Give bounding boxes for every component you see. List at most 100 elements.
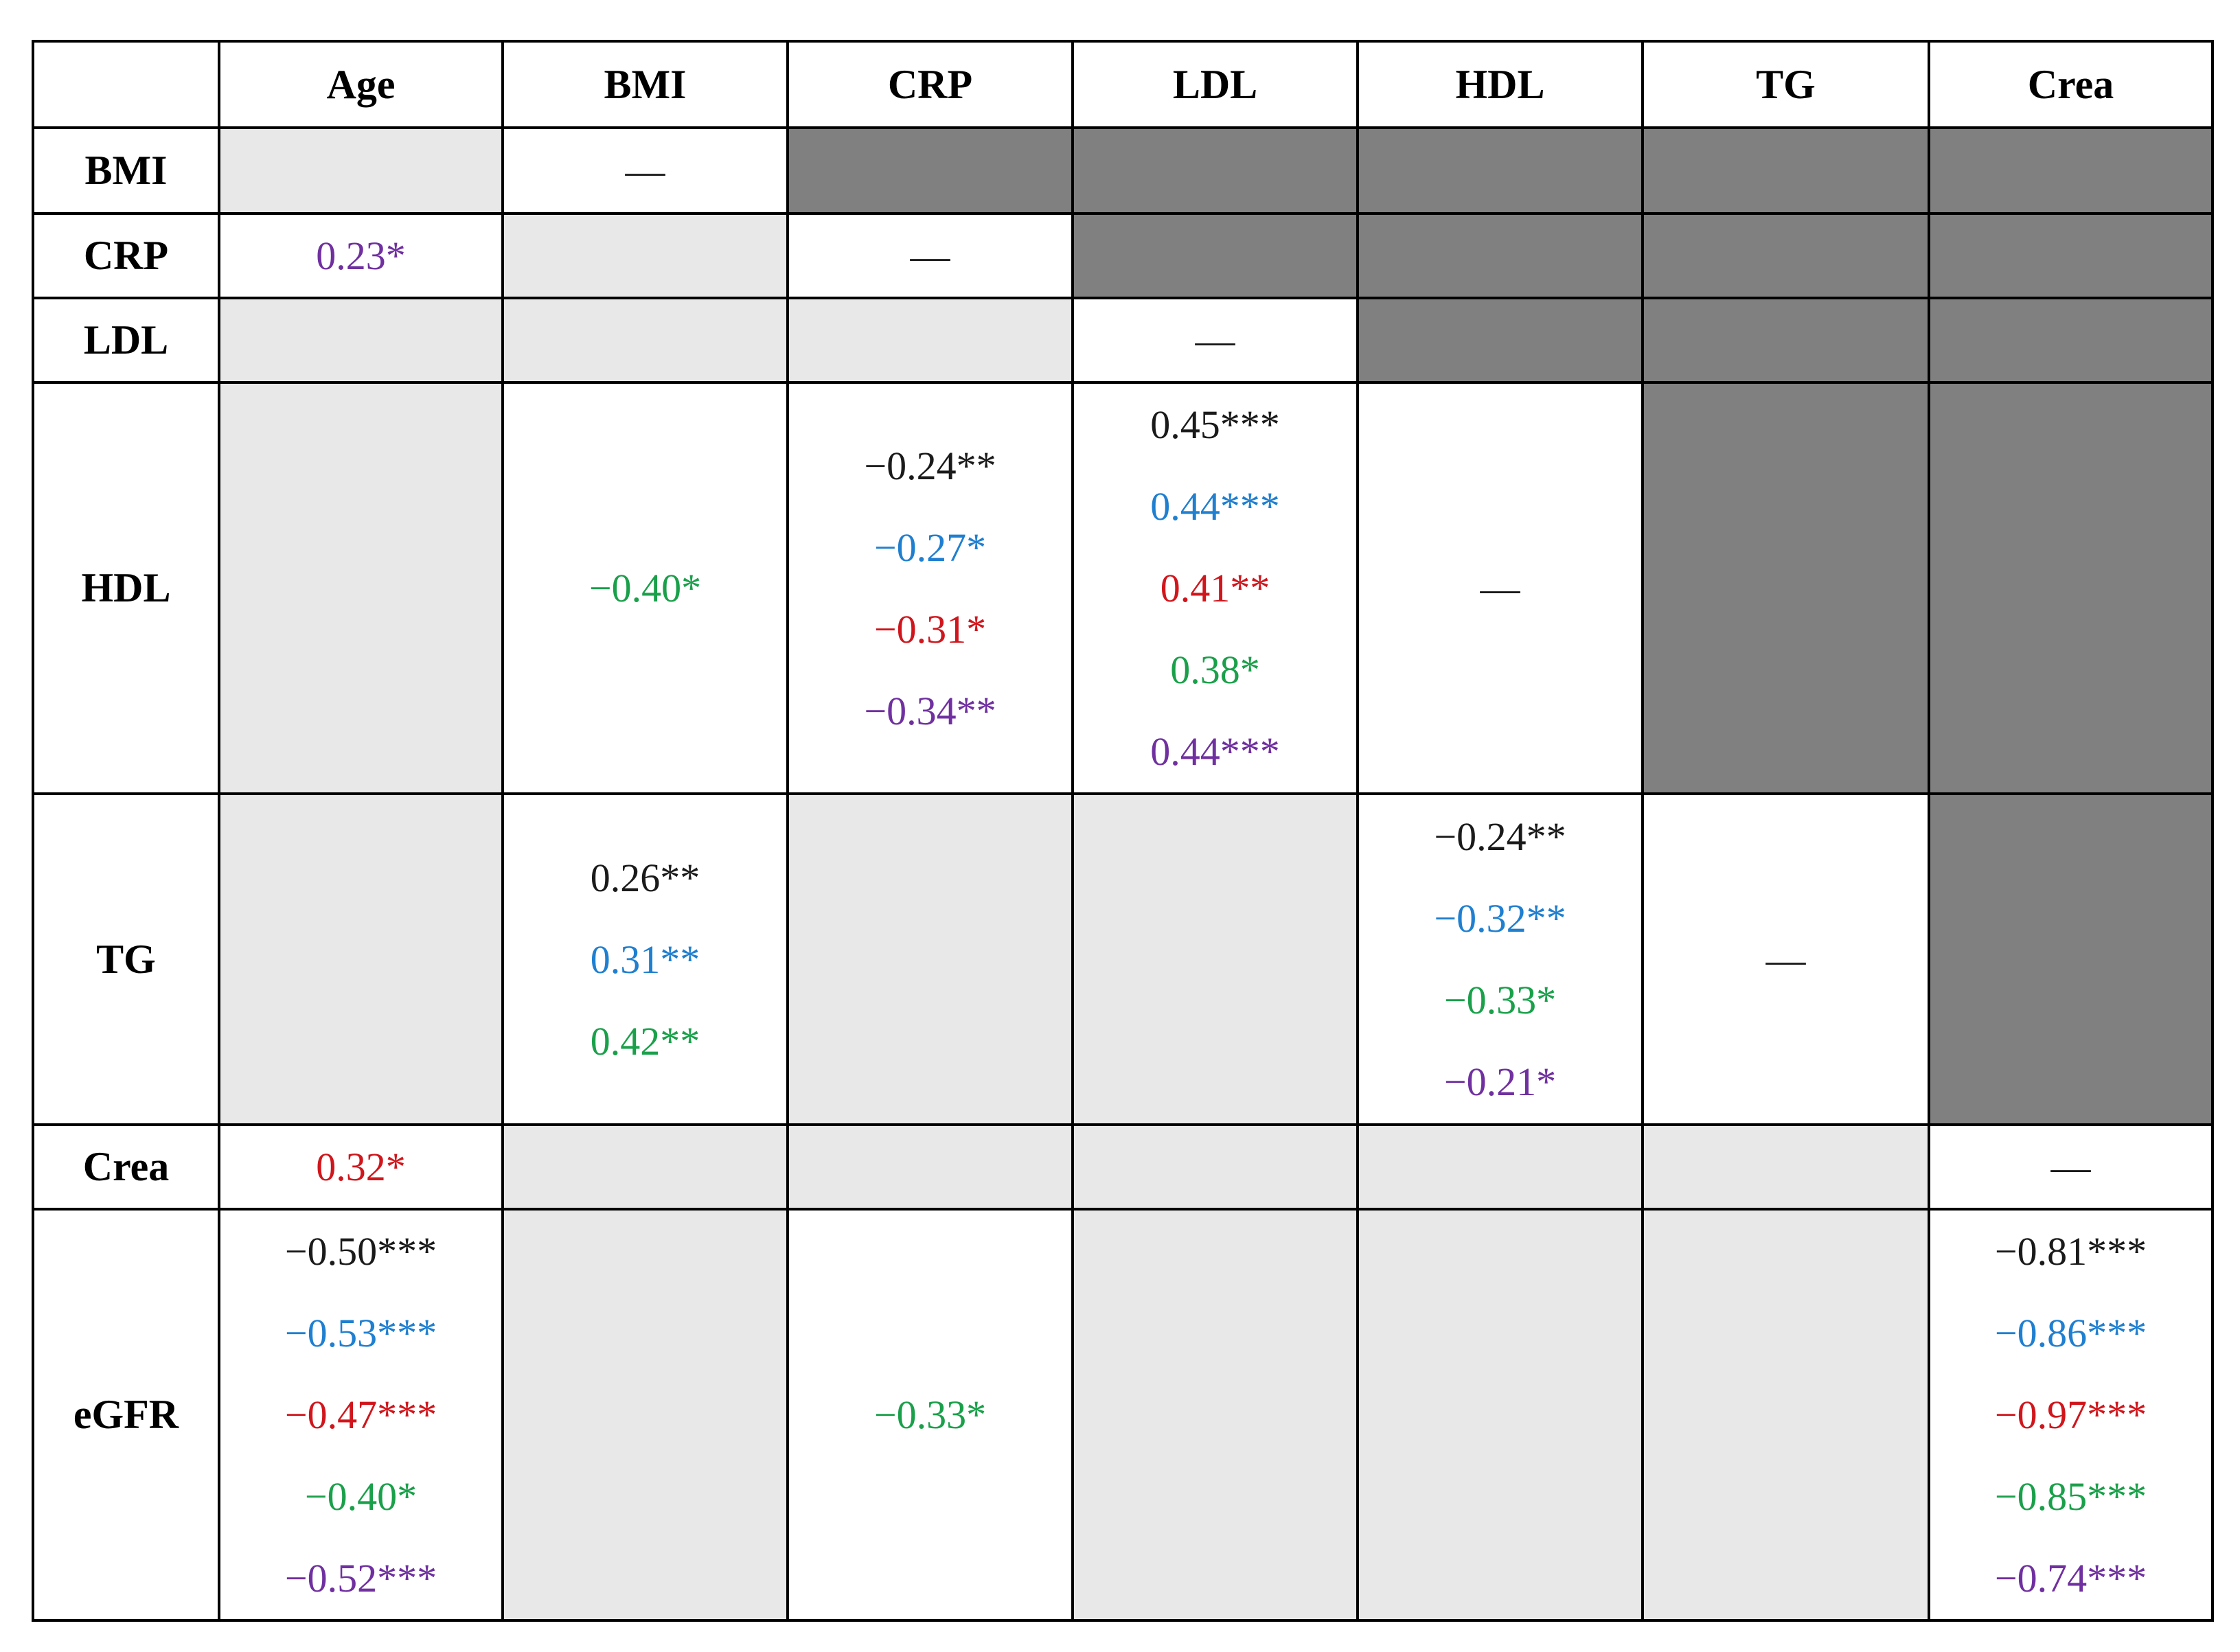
table-cell bbox=[1356, 212, 1644, 299]
table-row: CRP 0.23* — bbox=[32, 212, 2214, 299]
row-header: BMI bbox=[32, 126, 220, 215]
cell-value: 0.23* bbox=[316, 233, 406, 278]
table-cell bbox=[1641, 212, 1930, 299]
column-header: Crea bbox=[1928, 40, 2214, 129]
row-header: TG bbox=[32, 792, 220, 1126]
row-header: eGFR bbox=[32, 1208, 220, 1622]
cell-value: 0.26** bbox=[590, 855, 700, 900]
table-cell bbox=[501, 1208, 789, 1622]
table-cell: 0.23* bbox=[218, 212, 504, 299]
cell-value: — bbox=[910, 233, 950, 278]
cell-value: — bbox=[625, 148, 665, 193]
table-row: HDL −0.40* −0.24** −0.27* −0.31* −0.34** 0.45*… bbox=[32, 381, 2214, 795]
table-cell bbox=[501, 212, 789, 299]
table-cell: — bbox=[1356, 381, 1644, 795]
cell-value: 0.32* bbox=[316, 1145, 406, 1189]
table-row: TG 0.26** 0.31** 0.42** −0.24** −0.32** −0.33*… bbox=[32, 792, 2214, 1126]
table-cell: — bbox=[1641, 792, 1930, 1126]
table-cell bbox=[1928, 297, 2214, 384]
cell-value: 0.44*** bbox=[1150, 729, 1280, 774]
table-cell bbox=[786, 1123, 1074, 1211]
table-cell: — bbox=[1928, 1123, 2214, 1211]
table-cell bbox=[501, 297, 789, 384]
table-cell bbox=[1641, 381, 1930, 795]
table-cell bbox=[1641, 1208, 1930, 1622]
table-cell bbox=[1928, 792, 2214, 1126]
table-cell bbox=[1071, 792, 1359, 1126]
table-row: Crea 0.32* — bbox=[32, 1123, 2214, 1211]
table-cell bbox=[786, 792, 1074, 1126]
cell-value: −0.32** bbox=[1434, 896, 1566, 941]
table-cell bbox=[501, 1123, 789, 1211]
table-cell bbox=[1928, 212, 2214, 299]
cell-value: −0.53*** bbox=[284, 1311, 437, 1355]
cell-value: −0.34** bbox=[864, 688, 996, 733]
cell-value: −0.33* bbox=[1443, 978, 1557, 1022]
cell-value: 0.45*** bbox=[1150, 402, 1280, 447]
cell-value: 0.44*** bbox=[1150, 484, 1280, 529]
table-cell bbox=[1356, 1123, 1644, 1211]
corner-cell bbox=[32, 40, 220, 129]
cell-value: −0.47*** bbox=[284, 1392, 437, 1437]
table-cell bbox=[1071, 1208, 1359, 1622]
table-cell bbox=[1641, 1123, 1930, 1211]
column-header: HDL bbox=[1356, 40, 1644, 129]
cell-value: — bbox=[1765, 937, 1806, 982]
table-cell bbox=[1928, 126, 2214, 215]
table-cell bbox=[1356, 1208, 1644, 1622]
row-header: LDL bbox=[32, 297, 220, 384]
cell-value: −0.81*** bbox=[1994, 1229, 2147, 1274]
column-header: CRP bbox=[786, 40, 1074, 129]
row-header: HDL bbox=[32, 381, 220, 795]
cell-value: −0.85*** bbox=[1994, 1474, 2147, 1519]
cell-value: −0.97*** bbox=[1994, 1392, 2147, 1437]
cell-value: −0.52*** bbox=[284, 1556, 437, 1601]
column-header: LDL bbox=[1071, 40, 1359, 129]
column-header: BMI bbox=[501, 40, 789, 129]
row-header: CRP bbox=[32, 212, 220, 299]
cell-value: 0.31** bbox=[590, 937, 700, 982]
table-cell bbox=[218, 381, 504, 795]
cell-value: −0.50*** bbox=[284, 1229, 437, 1274]
table-cell: −0.24** −0.32** −0.33* −0.21* bbox=[1356, 792, 1644, 1126]
table-cell: −0.33* bbox=[786, 1208, 1074, 1622]
cell-value: −0.86*** bbox=[1994, 1311, 2147, 1355]
table-cell: — bbox=[786, 212, 1074, 299]
cell-value: — bbox=[1480, 566, 1520, 610]
table-cell: −0.81*** −0.86*** −0.97*** −0.85*** −0.74*** bbox=[1928, 1208, 2214, 1622]
table-cell bbox=[1071, 126, 1359, 215]
table-cell bbox=[218, 297, 504, 384]
column-header: TG bbox=[1641, 40, 1930, 129]
table-cell: 0.45*** 0.44*** 0.41** 0.38* 0.44*** bbox=[1071, 381, 1359, 795]
cell-value: 0.42** bbox=[590, 1018, 700, 1064]
table-cell bbox=[1641, 126, 1930, 215]
table-cell bbox=[1928, 381, 2214, 795]
correlation-table: Age BMI CRP LDL HDL TG Crea BMI — CRP 0.23* — LDL — H… bbox=[32, 40, 2214, 1622]
table-cell bbox=[218, 126, 504, 215]
table-cell: 0.32* bbox=[218, 1123, 504, 1211]
cell-value: −0.74*** bbox=[1994, 1556, 2147, 1601]
table-cell bbox=[1071, 212, 1359, 299]
table-cell: −0.40* bbox=[501, 381, 789, 795]
cell-value: 0.38* bbox=[1170, 647, 1260, 692]
cell-value: −0.24** bbox=[1434, 814, 1566, 859]
table-cell: 0.26** 0.31** 0.42** bbox=[501, 792, 789, 1126]
cell-value: −0.27* bbox=[873, 525, 987, 570]
row-header: Crea bbox=[32, 1123, 220, 1211]
table-cell bbox=[1356, 297, 1644, 384]
table-cell bbox=[1641, 297, 1930, 384]
table-row: LDL — bbox=[32, 297, 2214, 384]
cell-value: 0.41** bbox=[1160, 566, 1270, 610]
header-row: Age BMI CRP LDL HDL TG Crea bbox=[32, 40, 2214, 129]
cell-value: −0.40* bbox=[588, 566, 702, 610]
cell-value: −0.40* bbox=[304, 1474, 418, 1519]
table-cell bbox=[786, 297, 1074, 384]
cell-value: −0.21* bbox=[1443, 1059, 1557, 1104]
table-cell bbox=[1356, 126, 1644, 215]
table-row: BMI — bbox=[32, 126, 2214, 215]
cell-value: −0.24** bbox=[864, 443, 996, 488]
cell-value: −0.33* bbox=[873, 1392, 987, 1437]
table-cell: — bbox=[1071, 297, 1359, 384]
table-cell bbox=[786, 126, 1074, 215]
